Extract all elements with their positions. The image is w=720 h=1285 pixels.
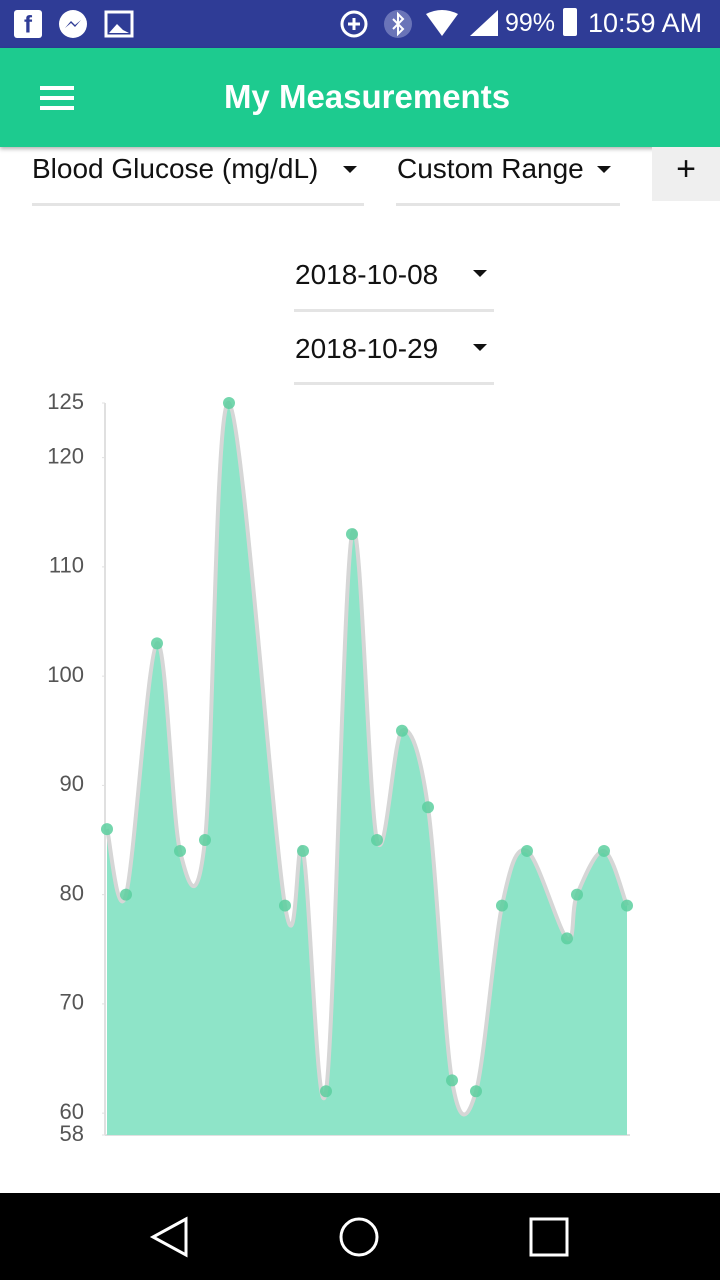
data-point [422, 801, 434, 814]
data-point [470, 1085, 482, 1098]
y-tick-label: 80 [60, 880, 84, 905]
status-bar: f 99% 10:59 AM [0, 0, 720, 48]
dropdown-underline [294, 309, 494, 312]
data-point [279, 899, 291, 912]
y-tick-label: 70 [60, 990, 84, 1015]
dropdown-underline [32, 203, 364, 206]
data-point [174, 844, 186, 857]
data-point [120, 888, 132, 901]
data-point [320, 1085, 332, 1098]
dropdown-caret [473, 344, 487, 351]
battery-icon [563, 8, 577, 36]
data-point [496, 899, 508, 912]
y-tick-label: 125 [47, 389, 84, 414]
dropdown-caret [343, 166, 357, 173]
dropdown-caret [597, 166, 611, 173]
data-point [446, 1074, 458, 1087]
recents-button[interactable] [529, 1217, 569, 1257]
svg-text:f: f [24, 11, 33, 38]
dropdown-caret [473, 270, 487, 277]
dropdown-underline [396, 203, 620, 206]
data-point [297, 844, 309, 857]
notification-icons: f [14, 10, 134, 38]
data-point [101, 823, 113, 836]
data-point [521, 844, 533, 857]
data-point [621, 899, 633, 912]
data-point [223, 397, 235, 409]
data-point [371, 834, 383, 847]
y-tick-label: 110 [49, 553, 84, 578]
y-tick-label: 90 [60, 771, 84, 796]
start-date-dropdown[interactable]: 2018-10-08 [295, 259, 439, 290]
measurement-dropdown[interactable]: Blood Glucose (mg/dL) [32, 153, 319, 184]
y-tick-label: 58 [60, 1121, 84, 1146]
data-point [571, 888, 583, 901]
app-title: My Measurements [223, 78, 511, 115]
data-point [199, 834, 211, 847]
clock: 10:59 AM [588, 8, 703, 38]
data-point [151, 637, 163, 650]
menu-button[interactable] [40, 86, 74, 110]
range-dropdown[interactable]: Custom Range [397, 153, 584, 184]
data-point [561, 932, 573, 945]
end-date-dropdown[interactable]: 2018-10-29 [295, 333, 439, 364]
area [107, 402, 627, 1136]
nav-buttons [149, 1216, 569, 1258]
y-tick-label: 100 [47, 662, 84, 687]
navigation-bar [0, 1193, 720, 1280]
back-button[interactable] [149, 1216, 188, 1258]
add-button[interactable]: + [652, 147, 720, 201]
app-bar: My Measurements [0, 48, 720, 147]
data-point [598, 844, 610, 857]
dropdown-underline [294, 382, 494, 385]
data-point [346, 528, 358, 541]
home-button[interactable] [339, 1217, 379, 1257]
battery-level: 99% [505, 9, 556, 37]
y-tick-label: 120 [47, 443, 84, 468]
data-point [396, 724, 408, 737]
system-icons [340, 10, 498, 38]
y-tick-label: 60 [60, 1099, 84, 1124]
